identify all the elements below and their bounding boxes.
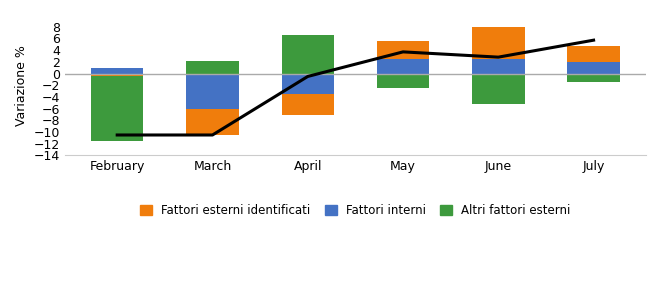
Bar (567, 46, 620, 62)
Bar (567, 74, 620, 82)
Legend: Fattori esterni identificati, Fattori interni, Altri fattori esterni: Fattori esterni identificati, Fattori in… (140, 204, 570, 217)
Bar (377, 74, 429, 88)
Bar (186, 61, 239, 74)
Bar (377, 41, 429, 59)
Bar (472, 74, 525, 104)
Bar (91, 77, 143, 141)
Bar (377, 59, 429, 74)
Bar (567, 62, 620, 74)
Bar (91, 68, 143, 74)
Bar (91, 74, 143, 77)
Bar (282, 74, 334, 94)
Bar (186, 74, 239, 109)
Bar (472, 27, 525, 59)
Bar (282, 94, 334, 115)
Bar (282, 36, 334, 74)
Bar (472, 59, 525, 74)
Bar (186, 109, 239, 135)
Y-axis label: Variazione %: Variazione % (15, 45, 28, 126)
